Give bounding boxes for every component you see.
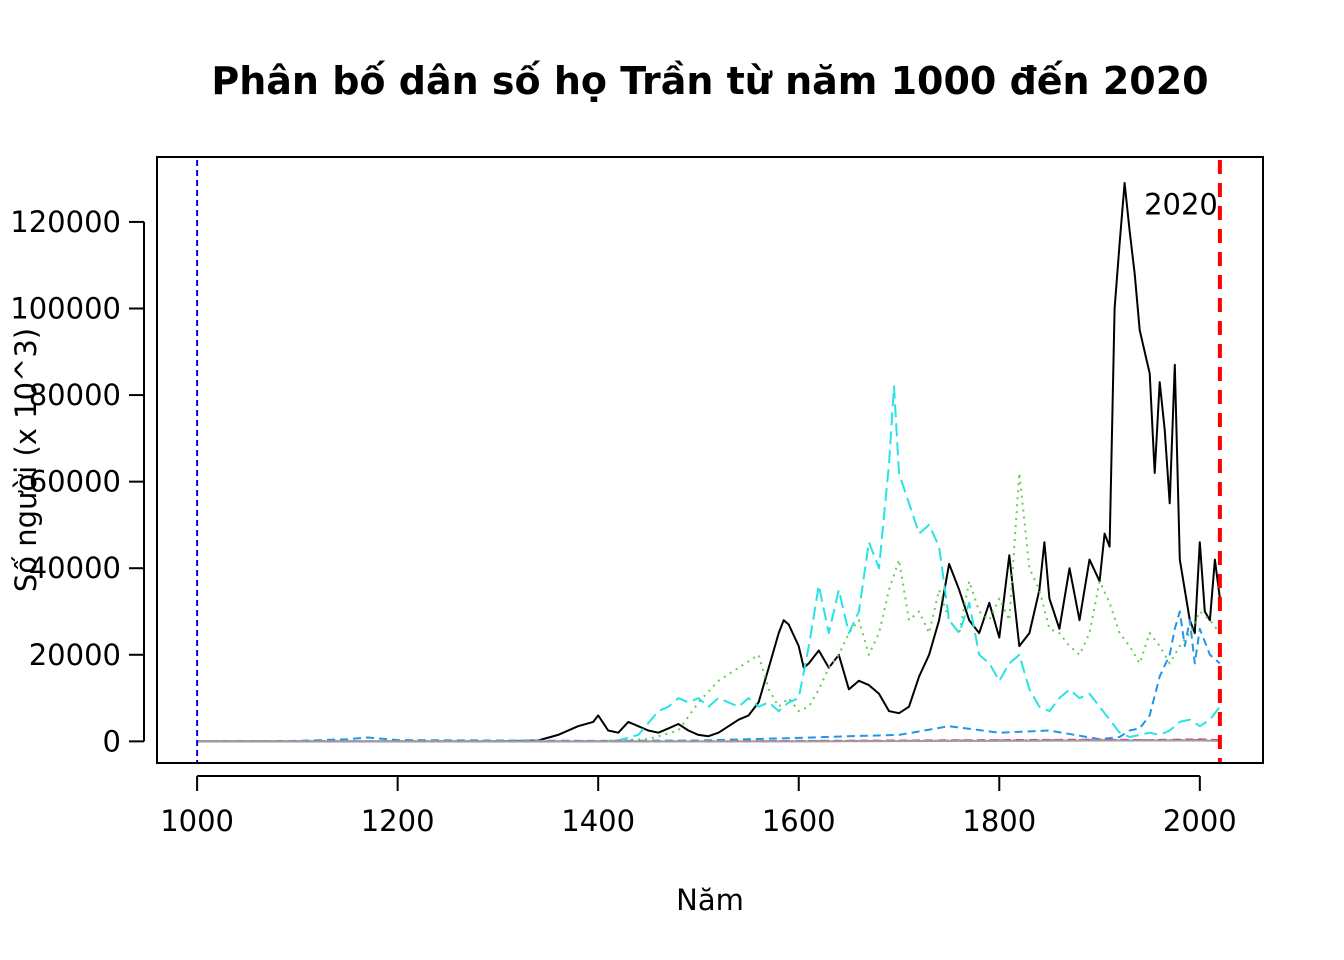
y-tick-label: 80000 (29, 378, 121, 412)
series-line-7 (197, 739, 1220, 743)
series-line-3 (197, 385, 1221, 743)
series-line-4 (197, 610, 1221, 743)
annotations: 2020 (1144, 187, 1218, 221)
series-line-1 (197, 182, 1221, 743)
x-tick-label: 1600 (762, 804, 836, 838)
series-line-2 (197, 472, 1221, 743)
y-tick-label: 40000 (29, 551, 121, 585)
y-tick-label: 100000 (10, 292, 121, 326)
x-tick-label: 1200 (361, 804, 435, 838)
x-tick-label: 1400 (561, 804, 635, 838)
x-tick-label: 2000 (1163, 804, 1237, 838)
reference-lines (196, 160, 1222, 763)
x-tick-label: 1800 (962, 804, 1036, 838)
y-tick-label: 0 (103, 724, 121, 758)
annotation-label: 2020 (1144, 187, 1218, 221)
x-tick-label: 1000 (160, 804, 234, 838)
chart-title: Phân bố dân số họ Trần từ năm 1000 đến 2… (211, 59, 1208, 103)
axes: 1000 1200 1400 1600 1800 20000200004000060000… (10, 205, 1236, 838)
y-tick-label: 120000 (10, 205, 121, 239)
series-layer (197, 182, 1221, 743)
y-tick-label: 60000 (29, 465, 121, 499)
y-tick-label: 20000 (29, 638, 121, 672)
plot-frame (156, 156, 1264, 764)
y-axis-label: Số người (x 10^3) (9, 328, 43, 592)
x-axis-label: Năm (676, 883, 744, 917)
